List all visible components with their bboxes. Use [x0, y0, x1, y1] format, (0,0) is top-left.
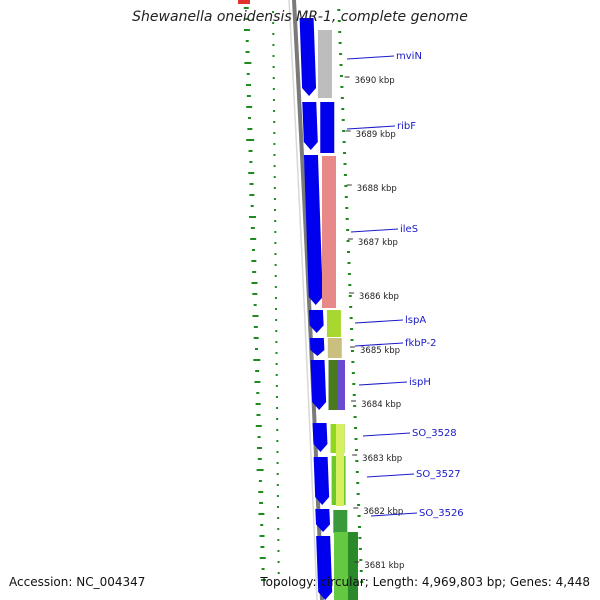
gene-label: fkbP-2 [405, 338, 436, 349]
gene-label: SO_3526 [419, 508, 464, 519]
cds-forward-block [315, 509, 331, 532]
gene-label: SO_3527 [416, 469, 461, 480]
cds-track [299, 18, 358, 600]
cds-forward-block [313, 457, 330, 505]
ruler-label: 3682 kbp [363, 507, 403, 517]
cds-forward-block [312, 423, 328, 452]
ruler-label: 3683 kbp [362, 454, 402, 464]
cds-forward-block [303, 155, 323, 305]
kbp-ruler: 3690 kbp 3689 kbp 3688 kbp 3687 kbp 3686 kbp… [344, 76, 404, 571]
cds-reverse-block [321, 156, 336, 308]
cds-reverse-block [333, 510, 348, 533]
gene-label: ileS [400, 224, 418, 235]
cds-forward-block [309, 338, 325, 356]
ruler-label: 3685 kbp [360, 346, 400, 356]
gene-label: mviN [396, 51, 422, 62]
gene-leader-line [366, 473, 415, 478]
ruler-label: 3681 kbp [364, 561, 404, 571]
cds-reverse-block [338, 360, 345, 410]
cds-reverse-block [334, 532, 349, 600]
cds-forward-block [299, 18, 317, 96]
genome-summary: Topology: circular; Length: 4,969,803 bp… [260, 575, 590, 589]
accession-label: Accession: NC_004347 [9, 575, 146, 589]
ruler-label: 3686 kbp [359, 292, 399, 302]
ruler-label: 3690 kbp [355, 76, 395, 86]
gene-label: SO_3528 [412, 428, 457, 439]
ruler-label: 3689 kbp [356, 130, 396, 140]
gene-leader-line [346, 125, 396, 130]
genome-backbone-inner [288, 0, 318, 600]
gc-mark [238, 0, 250, 4]
gene-leader-line [354, 342, 404, 347]
cds-reverse-block [320, 102, 335, 153]
gene-label: ribF [397, 121, 416, 132]
cds-forward-block [302, 102, 318, 150]
cds-reverse-block [317, 30, 332, 98]
gene-leader-line [350, 228, 399, 233]
ruler-label: 3684 kbp [361, 400, 401, 410]
gene-leader-line [370, 512, 418, 517]
cds-forward-block [316, 536, 333, 600]
cds-reverse-block [348, 532, 358, 600]
cds-reverse-block [336, 424, 344, 506]
gene-leader-line [354, 319, 404, 324]
ruler-label: 3687 kbp [358, 238, 398, 248]
gc-content-track [238, 0, 364, 585]
gene-leader-line [358, 381, 408, 386]
gene-label: lspA [405, 315, 426, 326]
gene-leader-line [346, 55, 395, 60]
gene-label-layer: mviN ribF ileS lspA fkbP-2 ispH SO_3528 SO_3527… [346, 51, 464, 519]
gene-leader-line [362, 432, 411, 437]
map-title: Shewanella oneidensis MR-1, complete gen… [132, 9, 468, 25]
cds-forward-block [310, 360, 327, 410]
cds-forward-block [308, 310, 324, 333]
gene-label: ispH [409, 377, 431, 388]
cds-reverse-block [326, 310, 341, 337]
ruler-label: 3688 kbp [357, 184, 397, 194]
cds-reverse-block [327, 338, 342, 358]
